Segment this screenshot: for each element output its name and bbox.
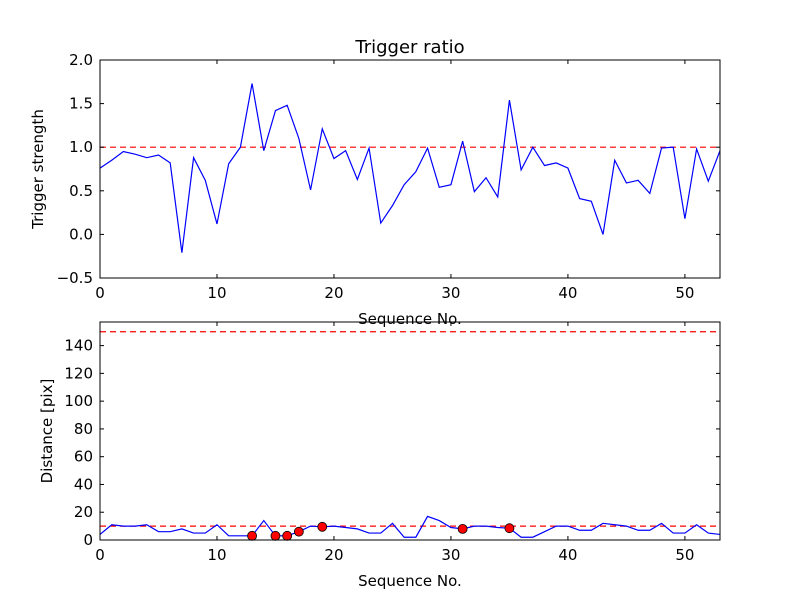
data-marker [457,523,468,534]
data-marker [504,523,515,534]
y-axis-label: Distance [pix] [38,379,56,484]
plot-area-0 [100,83,720,253]
y-tick-label: 0.0 [69,225,93,243]
y-tick-label: 1.0 [69,138,93,156]
data-marker [247,530,257,541]
axes-frame [99,59,721,279]
x-tick-label: 20 [324,284,343,302]
y-tick-label: 80 [74,420,93,438]
y-tick-label: 2.0 [69,51,93,69]
data-line [100,83,720,253]
chart-title: Trigger ratio [354,37,464,58]
y-tick-label: 120 [64,364,93,382]
y-tick-label: 140 [64,337,93,355]
data-marker [317,521,328,532]
x-tick-label: 50 [675,284,694,302]
data-marker [270,530,281,541]
y-tick-label: 100 [64,392,93,410]
y-axis-label: Trigger strength [29,109,47,230]
y-tick-label: 0 [83,531,93,549]
y-tick-label: −0.5 [57,269,93,287]
x-tick-label: 10 [207,284,226,302]
x-tick-label: 10 [207,546,226,564]
data-marker [293,526,304,537]
axes-frame [99,321,721,541]
y-tick-label: 60 [74,448,93,466]
y-tick-label: 0.5 [69,182,93,200]
y-tick-label: 40 [74,475,93,493]
y-tick-label: 1.5 [69,95,93,113]
data-marker [282,530,293,541]
x-tick-label: 40 [558,284,577,302]
x-axis-label: Sequence No. [358,572,462,590]
data-line [100,515,720,538]
x-tick-label: 0 [95,284,105,302]
x-tick-label: 40 [558,546,577,564]
x-axis-label: Sequence No. [358,310,462,328]
x-tick-label: 30 [441,546,460,564]
x-tick-label: 50 [675,546,694,564]
plot-area-1 [100,331,720,538]
y-tick-label: 20 [74,503,93,521]
x-tick-label: 0 [95,546,105,564]
x-tick-label: 30 [441,284,460,302]
x-tick-label: 20 [324,546,343,564]
